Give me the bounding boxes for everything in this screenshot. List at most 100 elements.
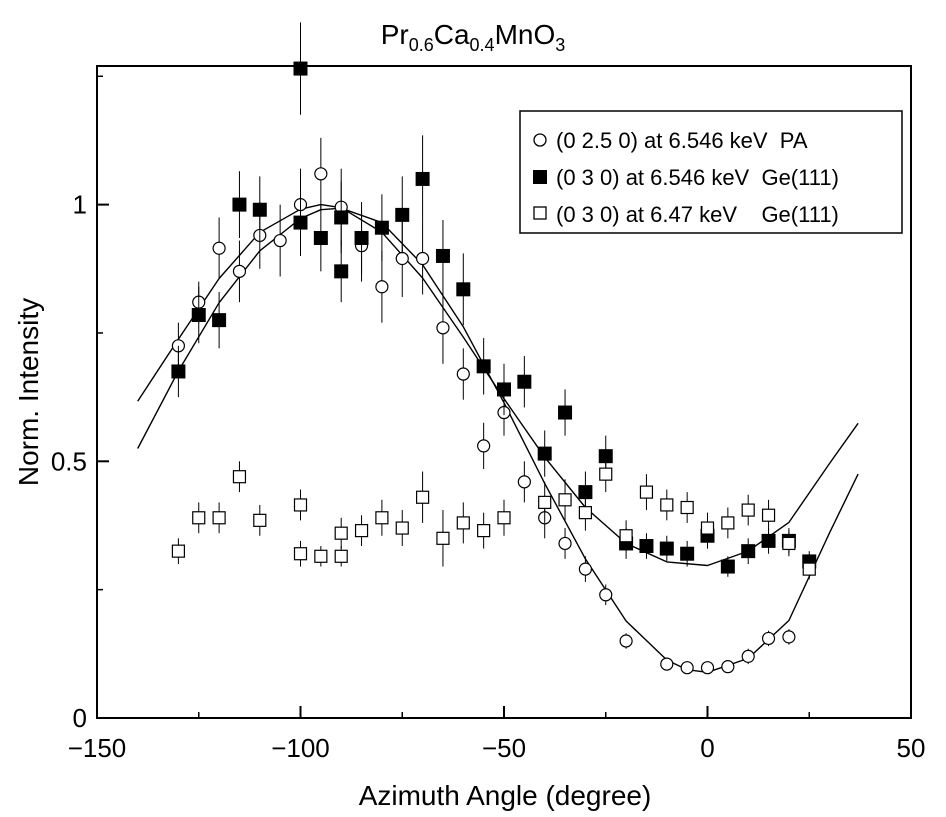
data-point-open-circle	[212, 241, 226, 255]
data-point-filled-square	[232, 197, 247, 212]
data-point-open-circle	[578, 562, 593, 576]
legend-box	[519, 110, 903, 234]
data-point-open-circle	[680, 661, 694, 675]
data-point-filled-square	[476, 359, 491, 374]
title-text: Ca	[434, 19, 470, 50]
data-point-open-square	[375, 511, 389, 525]
data-point-open-square	[456, 516, 470, 530]
data-point-filled-square	[252, 202, 267, 217]
data-point-open-square	[558, 493, 572, 507]
legend-marker-filled-square	[533, 170, 547, 184]
legend-label-series-1: (0 2.5 0) at 6.546 keV PA	[556, 128, 808, 153]
data-point-open-square	[212, 511, 226, 525]
title-subscript: 0.6	[409, 35, 434, 55]
data-point-filled-square	[680, 546, 695, 561]
title-text: MnO	[495, 19, 556, 50]
data-point-open-circle	[517, 475, 531, 489]
data-point-open-square	[639, 485, 654, 499]
data-point-open-square	[354, 524, 369, 538]
data-point-open-square	[395, 521, 409, 535]
data-point-filled-square	[720, 559, 735, 574]
data-point-open-circle	[314, 167, 328, 181]
data-point-open-circle	[741, 649, 755, 663]
data-point-filled-square	[415, 171, 430, 186]
data-point-open-square	[314, 549, 328, 563]
data-point-open-square	[700, 521, 715, 535]
legend: (0 2.5 0) at 6.546 keV PA (0 3 0) at 6.5…	[519, 110, 903, 234]
data-point-open-circle	[599, 588, 613, 602]
data-point-open-square	[802, 562, 816, 576]
data-point-open-square	[436, 531, 450, 545]
data-point-filled-square	[659, 541, 674, 556]
y-tick-label: 0	[73, 703, 87, 733]
data-points	[171, 22, 817, 675]
legend-label-series-3: (0 3 0) at 6.47 keV Ge(111)	[556, 202, 839, 227]
data-point-filled-square	[293, 215, 308, 230]
data-point-open-circle	[456, 367, 470, 381]
data-point-open-circle	[436, 321, 450, 335]
chart-title: Pr0.6Ca0.4MnO3	[381, 19, 566, 55]
data-point-filled-square	[537, 446, 552, 461]
x-tick-label: 50	[897, 733, 926, 763]
data-point-open-square	[293, 498, 308, 512]
series-2	[171, 22, 817, 577]
data-point-open-square	[619, 529, 633, 543]
y-tick-label: 0.5	[51, 446, 87, 476]
data-point-open-square	[660, 498, 674, 512]
legend-label-series-2: (0 3 0) at 6.546 keV Ge(111)	[556, 165, 839, 190]
data-point-filled-square	[741, 544, 756, 559]
data-point-open-circle	[232, 264, 247, 278]
data-point-open-square	[253, 513, 267, 527]
data-point-filled-square	[191, 307, 206, 322]
data-point-open-square	[680, 500, 694, 515]
data-point-open-circle	[395, 251, 409, 266]
data-point-open-circle	[700, 661, 715, 675]
data-point-open-circle	[619, 634, 633, 648]
legend-marker-open-circle	[533, 133, 547, 147]
data-point-open-square	[761, 508, 776, 522]
legend-marker-open-square	[533, 206, 547, 220]
data-point-filled-square	[395, 207, 410, 222]
title-subscript: 0.4	[470, 35, 495, 55]
data-point-open-square	[192, 511, 206, 525]
data-point-open-square	[497, 511, 511, 525]
data-point-filled-square	[456, 282, 471, 297]
x-tick-label: −100	[271, 733, 330, 763]
data-point-open-circle	[477, 439, 491, 453]
data-point-open-square	[782, 536, 796, 551]
y-tick-label: 1	[73, 190, 87, 220]
data-point-filled-square	[374, 220, 389, 235]
data-point-open-square	[477, 524, 491, 538]
data-point-filled-square	[639, 539, 654, 554]
axes: −150 −100 −50 0 50 0 0.5 1	[51, 75, 926, 763]
data-point-open-circle	[721, 660, 735, 674]
data-point-open-square	[171, 544, 185, 558]
title-text: Pr	[381, 19, 409, 50]
y-axis-label: Norm. Intensity	[13, 298, 44, 486]
data-point-filled-square	[313, 230, 328, 245]
data-point-open-square	[334, 526, 348, 540]
data-point-filled-square	[435, 248, 450, 263]
data-point-open-circle	[375, 280, 389, 294]
data-point-filled-square	[171, 364, 186, 379]
data-point-filled-square	[497, 382, 511, 397]
data-point-filled-square	[354, 230, 369, 245]
data-point-filled-square	[558, 405, 573, 420]
data-point-filled-square	[517, 374, 532, 389]
data-point-open-square	[538, 495, 552, 509]
data-point-open-circle	[558, 536, 572, 551]
x-axis-label: Azimuth Angle (degree)	[359, 780, 652, 811]
fit-curves	[137, 203, 859, 673]
data-point-open-square	[232, 470, 247, 484]
data-point-open-circle	[660, 657, 674, 671]
data-point-filled-square	[293, 61, 308, 76]
data-point-open-square	[599, 467, 613, 481]
x-tick-label: −150	[68, 733, 127, 763]
x-tick-label: 0	[700, 733, 714, 763]
data-point-open-square	[293, 547, 308, 561]
data-point-open-square	[721, 516, 735, 530]
data-point-open-circle	[782, 630, 796, 644]
data-point-open-circle	[273, 233, 287, 248]
data-point-open-square	[334, 549, 348, 563]
